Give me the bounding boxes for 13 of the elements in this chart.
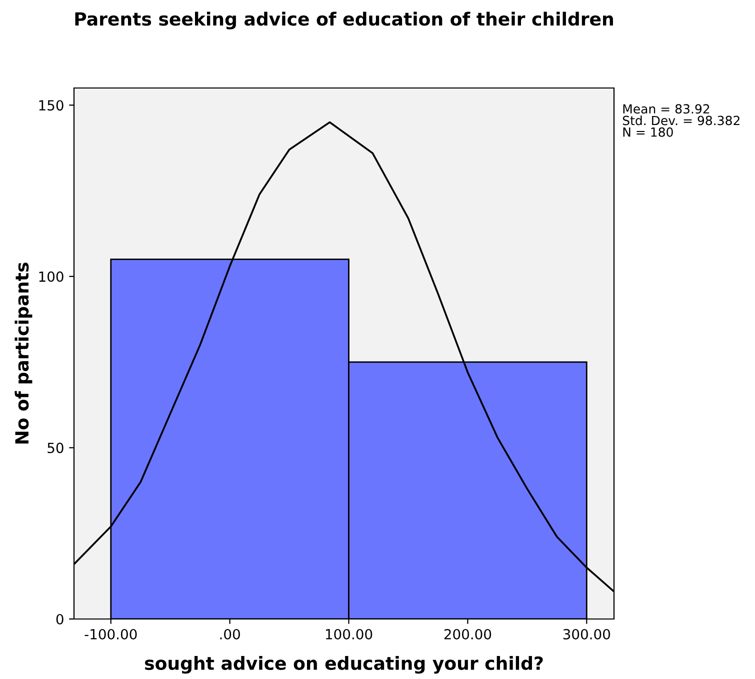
x-tick-label: -100.00 <box>84 628 137 640</box>
y-tick-label: 50 <box>48 442 64 454</box>
x-axis-title: sought advice on educating your child? <box>144 656 543 674</box>
y-tick-label: 150 <box>39 100 64 111</box>
y-tick-label: 100 <box>39 271 64 282</box>
chart-title: Parents seeking advice of education of their children <box>75 12 613 30</box>
y-axis-title: No of participants <box>14 262 32 444</box>
text: Mean = 83.92 Std. Dev. = 98.382 N = 180 <box>622 104 740 137</box>
x-tick-label: 100.00 <box>326 628 372 640</box>
x-tick-label: 300.00 <box>563 628 610 640</box>
x-tick-label: .00 <box>220 628 240 640</box>
x-tick-label: 200.00 <box>444 628 492 640</box>
y-tick-label: 0 <box>56 614 64 624</box>
